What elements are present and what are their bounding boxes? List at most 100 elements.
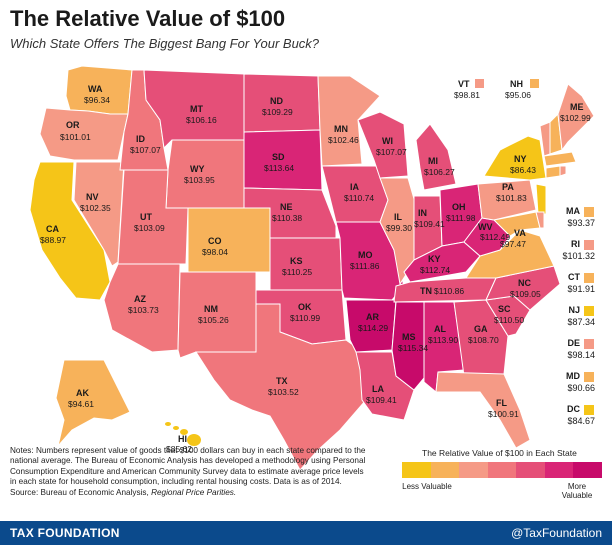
source-prefix: Source: Bureau of Economic Analysis, xyxy=(10,487,152,497)
state-TX[interactable] xyxy=(195,303,367,471)
label-hi-value: $85.62 xyxy=(166,444,192,454)
small-state-abbr: DE xyxy=(567,338,580,348)
legend-color-scale xyxy=(402,462,603,478)
small-state-row[interactable]: CT $91.91 xyxy=(540,272,612,304)
state-WI[interactable] xyxy=(357,111,409,179)
legend-swatch xyxy=(516,462,545,478)
legend-swatch xyxy=(430,462,460,478)
label-mi-abbr: MI xyxy=(428,156,438,166)
label-me-abbr: ME xyxy=(570,102,584,112)
source-title: Regional Price Parities. xyxy=(151,487,237,497)
state-MI[interactable] xyxy=(415,123,457,191)
state-MA[interactable] xyxy=(543,151,577,167)
label-nv-value: $102.35 xyxy=(80,203,111,213)
label-wy-value: $103.95 xyxy=(184,175,215,185)
state-CA[interactable] xyxy=(29,161,111,301)
label-co-value: $98.04 xyxy=(202,247,228,257)
label-id-value: $107.07 xyxy=(130,145,161,155)
label-ca-abbr: CA xyxy=(46,224,59,234)
small-state-value: $90.66 xyxy=(567,383,595,393)
state-AR[interactable] xyxy=(345,299,397,353)
label-ms-abbr: MS xyxy=(402,332,416,342)
state-FL[interactable] xyxy=(435,371,531,449)
label-va-value: $97.47 xyxy=(500,239,526,249)
state-VA[interactable] xyxy=(465,229,555,279)
state-KS[interactable] xyxy=(269,237,343,291)
label-il-value: $99.30 xyxy=(386,223,412,233)
state-IL[interactable] xyxy=(379,177,417,286)
label-ks-abbr: KS xyxy=(290,256,303,266)
label-tn-value: $110.86 xyxy=(434,286,464,296)
state-RI[interactable] xyxy=(559,165,567,177)
label-tx-value: $103.52 xyxy=(268,387,299,397)
map-title: The Relative Value of $100 xyxy=(10,6,286,31)
small-state-row[interactable]: NJ $87.34 xyxy=(540,305,612,337)
label-ga-abbr: GA xyxy=(474,324,488,334)
label-mn-abbr: MN xyxy=(334,124,348,134)
label-co-abbr: CO xyxy=(208,236,222,246)
small-state-row[interactable]: DE $98.14 xyxy=(540,338,612,370)
small-state-value: $101.32 xyxy=(562,251,595,261)
label-sc-abbr: SC xyxy=(498,304,511,314)
state-NY[interactable] xyxy=(483,135,547,181)
small-state-abbr: CT xyxy=(568,272,580,282)
footer-bar: TAX FOUNDATION @TaxFoundation xyxy=(0,521,612,545)
footer-brand[interactable]: TAX FOUNDATION xyxy=(10,526,120,540)
footer-handle[interactable]: @TaxFoundation xyxy=(511,526,602,540)
label-mn-value: $102.46 xyxy=(328,135,359,145)
state-ME[interactable] xyxy=(557,83,595,152)
state-AK[interactable] xyxy=(55,359,131,447)
state-WY[interactable] xyxy=(165,139,245,209)
small-state-swatch xyxy=(584,372,594,382)
label-or-abbr: OR xyxy=(66,120,80,130)
small-state-row[interactable]: RI $101.32 xyxy=(540,239,612,271)
nh-swatch xyxy=(530,79,539,88)
label-tn-abbr: TN xyxy=(420,286,432,296)
notes-block: Notes: Numbers represent value of goods … xyxy=(10,446,370,498)
label-ok-value: $110.99 xyxy=(290,313,320,323)
label-vt-value: $98.81 xyxy=(454,90,480,100)
state-MN[interactable] xyxy=(317,75,381,167)
small-state-abbr: MA xyxy=(566,206,580,216)
label-wv-value: $112.49 xyxy=(480,232,510,242)
state-CO[interactable] xyxy=(187,207,271,273)
label-mo-abbr: MO xyxy=(358,250,373,260)
label-sd-abbr: SD xyxy=(272,152,285,162)
label-ky-abbr: KY xyxy=(428,254,441,264)
state-GA[interactable] xyxy=(453,299,509,377)
small-state-abbr: NJ xyxy=(568,305,580,315)
small-state-swatch xyxy=(584,306,594,316)
label-wi-value: $107.07 xyxy=(376,147,407,157)
source-line: Source: Bureau of Economic Analysis, Reg… xyxy=(10,488,370,498)
label-ok-abbr: OK xyxy=(298,302,312,312)
small-state-value: $93.37 xyxy=(567,218,595,228)
state-DE[interactable] xyxy=(535,211,545,229)
state-labels: WA $96.34 OR $101.01 CA $88.97 NV $102.3… xyxy=(40,79,591,454)
small-state-swatch xyxy=(584,339,594,349)
label-nv-abbr: NV xyxy=(86,192,99,202)
state-NJ[interactable] xyxy=(535,183,547,215)
state-CT[interactable] xyxy=(545,165,561,179)
label-ky-value: $112.74 xyxy=(420,265,450,275)
label-ga-value: $108.70 xyxy=(468,335,499,345)
label-wa-abbr: WA xyxy=(88,84,103,94)
label-id-abbr: ID xyxy=(136,134,146,144)
small-state-value: $91.91 xyxy=(567,284,595,294)
state-MD[interactable] xyxy=(492,211,541,237)
label-vt-abbr: VT xyxy=(458,79,470,89)
small-state-swatch xyxy=(584,273,594,283)
legend-swatch xyxy=(402,462,431,478)
small-state-row[interactable]: DC $84.67 xyxy=(540,404,612,436)
small-state-row[interactable]: MD $90.66 xyxy=(540,371,612,403)
label-hi-abbr: HI xyxy=(178,434,187,444)
small-state-swatch xyxy=(584,405,594,415)
label-az-abbr: AZ xyxy=(134,294,146,304)
state-PA[interactable] xyxy=(477,179,537,221)
label-fl-value: $100.91 xyxy=(488,409,519,419)
small-state-swatch xyxy=(584,207,594,217)
label-mt-value: $106.16 xyxy=(186,115,217,125)
legend-swatch xyxy=(544,462,574,478)
state-HI[interactable] xyxy=(165,422,201,446)
small-state-row[interactable]: MA $93.37 xyxy=(540,206,612,238)
